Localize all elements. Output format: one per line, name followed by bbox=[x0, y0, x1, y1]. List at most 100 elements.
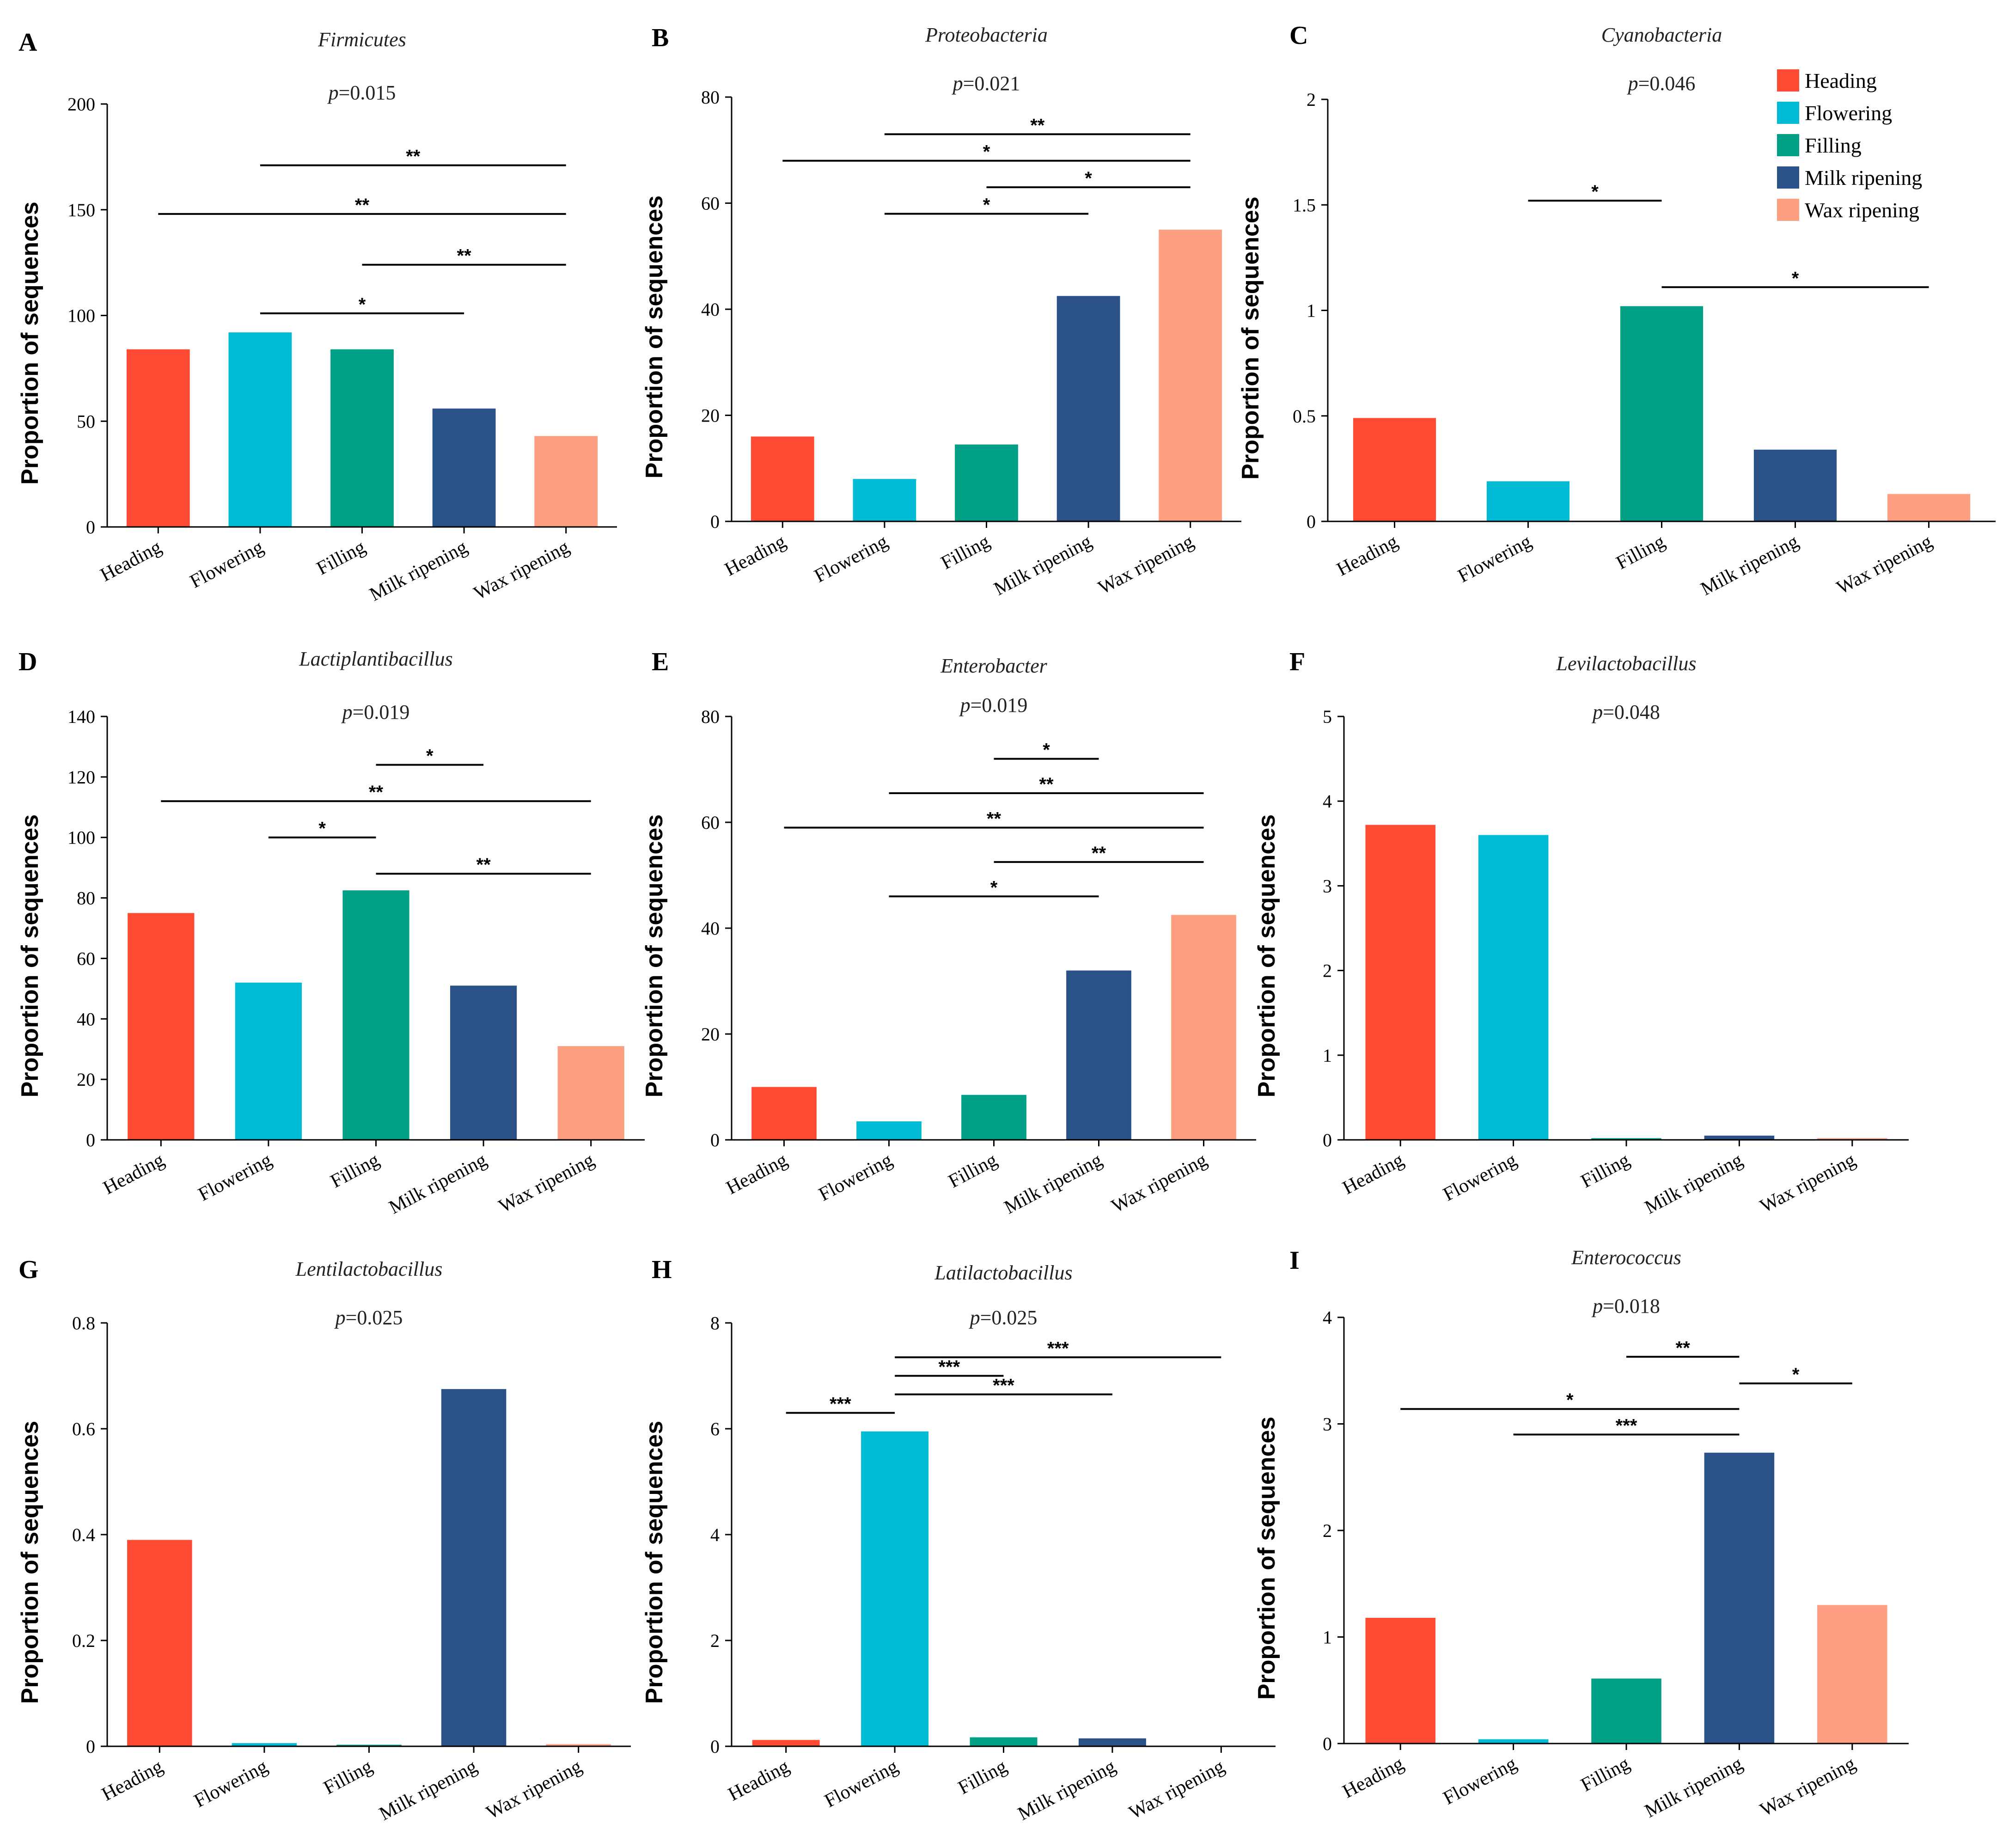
p-value: p=0.015 bbox=[327, 81, 396, 104]
y-axis-label: Proportion of sequences bbox=[1253, 1417, 1280, 1700]
y-axis-label: Proportion of sequences bbox=[17, 814, 43, 1098]
chart-panel-A: A Firmicutes p=0.015 0 50 100 150 200 Heading Flo… bbox=[17, 28, 617, 606]
x-tick-label: Heading bbox=[1339, 1753, 1407, 1802]
y-tick-label: 1 bbox=[1323, 1627, 1332, 1648]
y-tick-label: 8 bbox=[710, 1313, 720, 1334]
y-tick-label: 80 bbox=[701, 706, 720, 727]
x-tick-label: Heading bbox=[1333, 531, 1401, 580]
y-tick-label: 2 bbox=[1323, 961, 1332, 981]
significance-label: * bbox=[1085, 168, 1092, 189]
chart-panel-G: G Lentilactobacillus p=0.025 0 0.2 0.4 0.6 0.8 H… bbox=[17, 1255, 631, 1825]
x-tick-label: Filling bbox=[327, 1149, 383, 1192]
bar-filling bbox=[330, 349, 394, 527]
y-tick-label: 40 bbox=[701, 299, 720, 320]
significance-label: ** bbox=[1030, 115, 1045, 135]
significance-label: ** bbox=[457, 246, 472, 266]
significance-label: * bbox=[1591, 182, 1599, 202]
chart-title: Lactiplantibacillus bbox=[299, 648, 452, 670]
bar-flowering bbox=[1486, 481, 1570, 521]
x-tick-label: Heading bbox=[721, 531, 789, 580]
bar-milk-ripening bbox=[441, 1389, 507, 1746]
significance-label: ** bbox=[406, 147, 421, 167]
bar-heading bbox=[751, 436, 814, 521]
significance-label: * bbox=[983, 195, 990, 215]
x-tick-label: Filling bbox=[945, 1149, 1001, 1192]
y-tick-label: 200 bbox=[67, 94, 95, 115]
chart-title: Enterobacter bbox=[940, 655, 1047, 677]
chart-panel-F: F Levilactobacillus p=0.048 0 1 2 3 4 5 Heading Fl… bbox=[1253, 648, 1909, 1218]
bar-milk-ripening bbox=[1753, 449, 1837, 521]
x-tick-label: Wax ripening bbox=[1757, 1149, 1859, 1217]
y-tick-label: 1.5 bbox=[1293, 195, 1316, 215]
bar-heading bbox=[126, 349, 190, 527]
y-tick-label: 80 bbox=[77, 888, 95, 909]
y-axis-label: Proportion of sequences bbox=[17, 202, 43, 485]
bar-filling bbox=[342, 890, 409, 1140]
x-tick-label: Filling bbox=[955, 1756, 1011, 1799]
y-tick-label: 4 bbox=[710, 1524, 720, 1545]
significance-label: *** bbox=[993, 1376, 1014, 1396]
x-tick-label: Filling bbox=[1577, 1149, 1633, 1192]
y-tick-label: 6 bbox=[710, 1419, 720, 1439]
y-tick-label: 0 bbox=[710, 1736, 720, 1757]
panel-letter: C bbox=[1289, 21, 1308, 50]
x-tick-label: Wax ripening bbox=[495, 1149, 598, 1217]
y-tick-label: 0 bbox=[86, 1736, 95, 1757]
x-tick-label: Milk ripening bbox=[376, 1756, 481, 1825]
chart-panel-D: D Lactiplantibacillus p=0.019 0 20 40 60 80 100 1… bbox=[17, 648, 645, 1218]
bar-wax-ripening bbox=[546, 1744, 611, 1746]
bar-heading bbox=[127, 1540, 192, 1746]
y-tick-label: 0 bbox=[1323, 1733, 1332, 1754]
y-axis-label: Proportion of sequences bbox=[1253, 814, 1280, 1098]
y-axis-label: Proportion of sequences bbox=[641, 196, 668, 479]
bar-filling bbox=[1620, 306, 1704, 521]
significance-label: * bbox=[1566, 1390, 1574, 1410]
legend-label: Filling bbox=[1805, 134, 1862, 157]
legend-swatch bbox=[1777, 166, 1799, 189]
panel-letter: E bbox=[652, 648, 669, 676]
y-tick-label: 60 bbox=[701, 812, 720, 833]
bar-flowering bbox=[228, 332, 292, 527]
x-tick-label: Flowering bbox=[821, 1756, 902, 1812]
x-tick-label: Flowering bbox=[187, 536, 267, 593]
legend-swatch bbox=[1777, 69, 1799, 92]
y-tick-label: 20 bbox=[701, 405, 720, 426]
bar-filling bbox=[1591, 1678, 1661, 1744]
x-tick-label: Wax ripening bbox=[1833, 531, 1936, 599]
bar-flowering bbox=[856, 1121, 922, 1140]
x-tick-label: Milk ripening bbox=[990, 531, 1095, 600]
y-tick-label: 0 bbox=[710, 511, 720, 532]
x-tick-label: Heading bbox=[98, 1756, 166, 1805]
significance-label: *** bbox=[830, 1394, 851, 1414]
y-tick-label: 40 bbox=[77, 1009, 95, 1029]
legend-swatch bbox=[1777, 199, 1799, 221]
x-tick-label: Milk ripening bbox=[366, 536, 471, 606]
y-tick-label: 0.5 bbox=[1293, 406, 1316, 427]
p-value: p=0.046 bbox=[1627, 72, 1696, 95]
y-tick-label: 60 bbox=[77, 948, 95, 969]
y-tick-label: 120 bbox=[67, 767, 95, 788]
y-tick-label: 2 bbox=[710, 1630, 720, 1651]
chart-title: Lentilactobacillus bbox=[295, 1258, 443, 1280]
chart-panel-C: C Cyanobacteria p=0.046 0 0.5 1 1.5 2 Heading Flo… bbox=[1237, 21, 1996, 600]
y-axis-label: Proportion of sequences bbox=[17, 1421, 43, 1704]
bar-heading bbox=[1365, 1618, 1435, 1744]
x-tick-label: Flowering bbox=[1454, 531, 1535, 587]
x-tick-label: Flowering bbox=[811, 531, 891, 587]
legend: Heading Flowering Filling Milk ripening Wax … bbox=[1777, 69, 1922, 222]
y-tick-label: 100 bbox=[67, 827, 95, 848]
y-tick-label: 1 bbox=[1323, 1045, 1332, 1066]
x-tick-label: Filling bbox=[1613, 531, 1669, 574]
chart-title: Cyanobacteria bbox=[1601, 24, 1722, 46]
significance-label: * bbox=[990, 877, 998, 898]
y-tick-label: 2 bbox=[1307, 89, 1316, 110]
y-tick-label: 80 bbox=[701, 87, 720, 108]
p-value: p=0.025 bbox=[969, 1306, 1038, 1329]
y-tick-label: 20 bbox=[701, 1024, 720, 1045]
x-tick-label: Wax ripening bbox=[1757, 1753, 1859, 1821]
x-tick-label: Wax ripening bbox=[1126, 1756, 1228, 1824]
bar-wax-ripening bbox=[534, 436, 598, 527]
legend-swatch bbox=[1777, 134, 1799, 156]
bar-flowering bbox=[861, 1431, 929, 1746]
bar-heading bbox=[1365, 825, 1435, 1140]
